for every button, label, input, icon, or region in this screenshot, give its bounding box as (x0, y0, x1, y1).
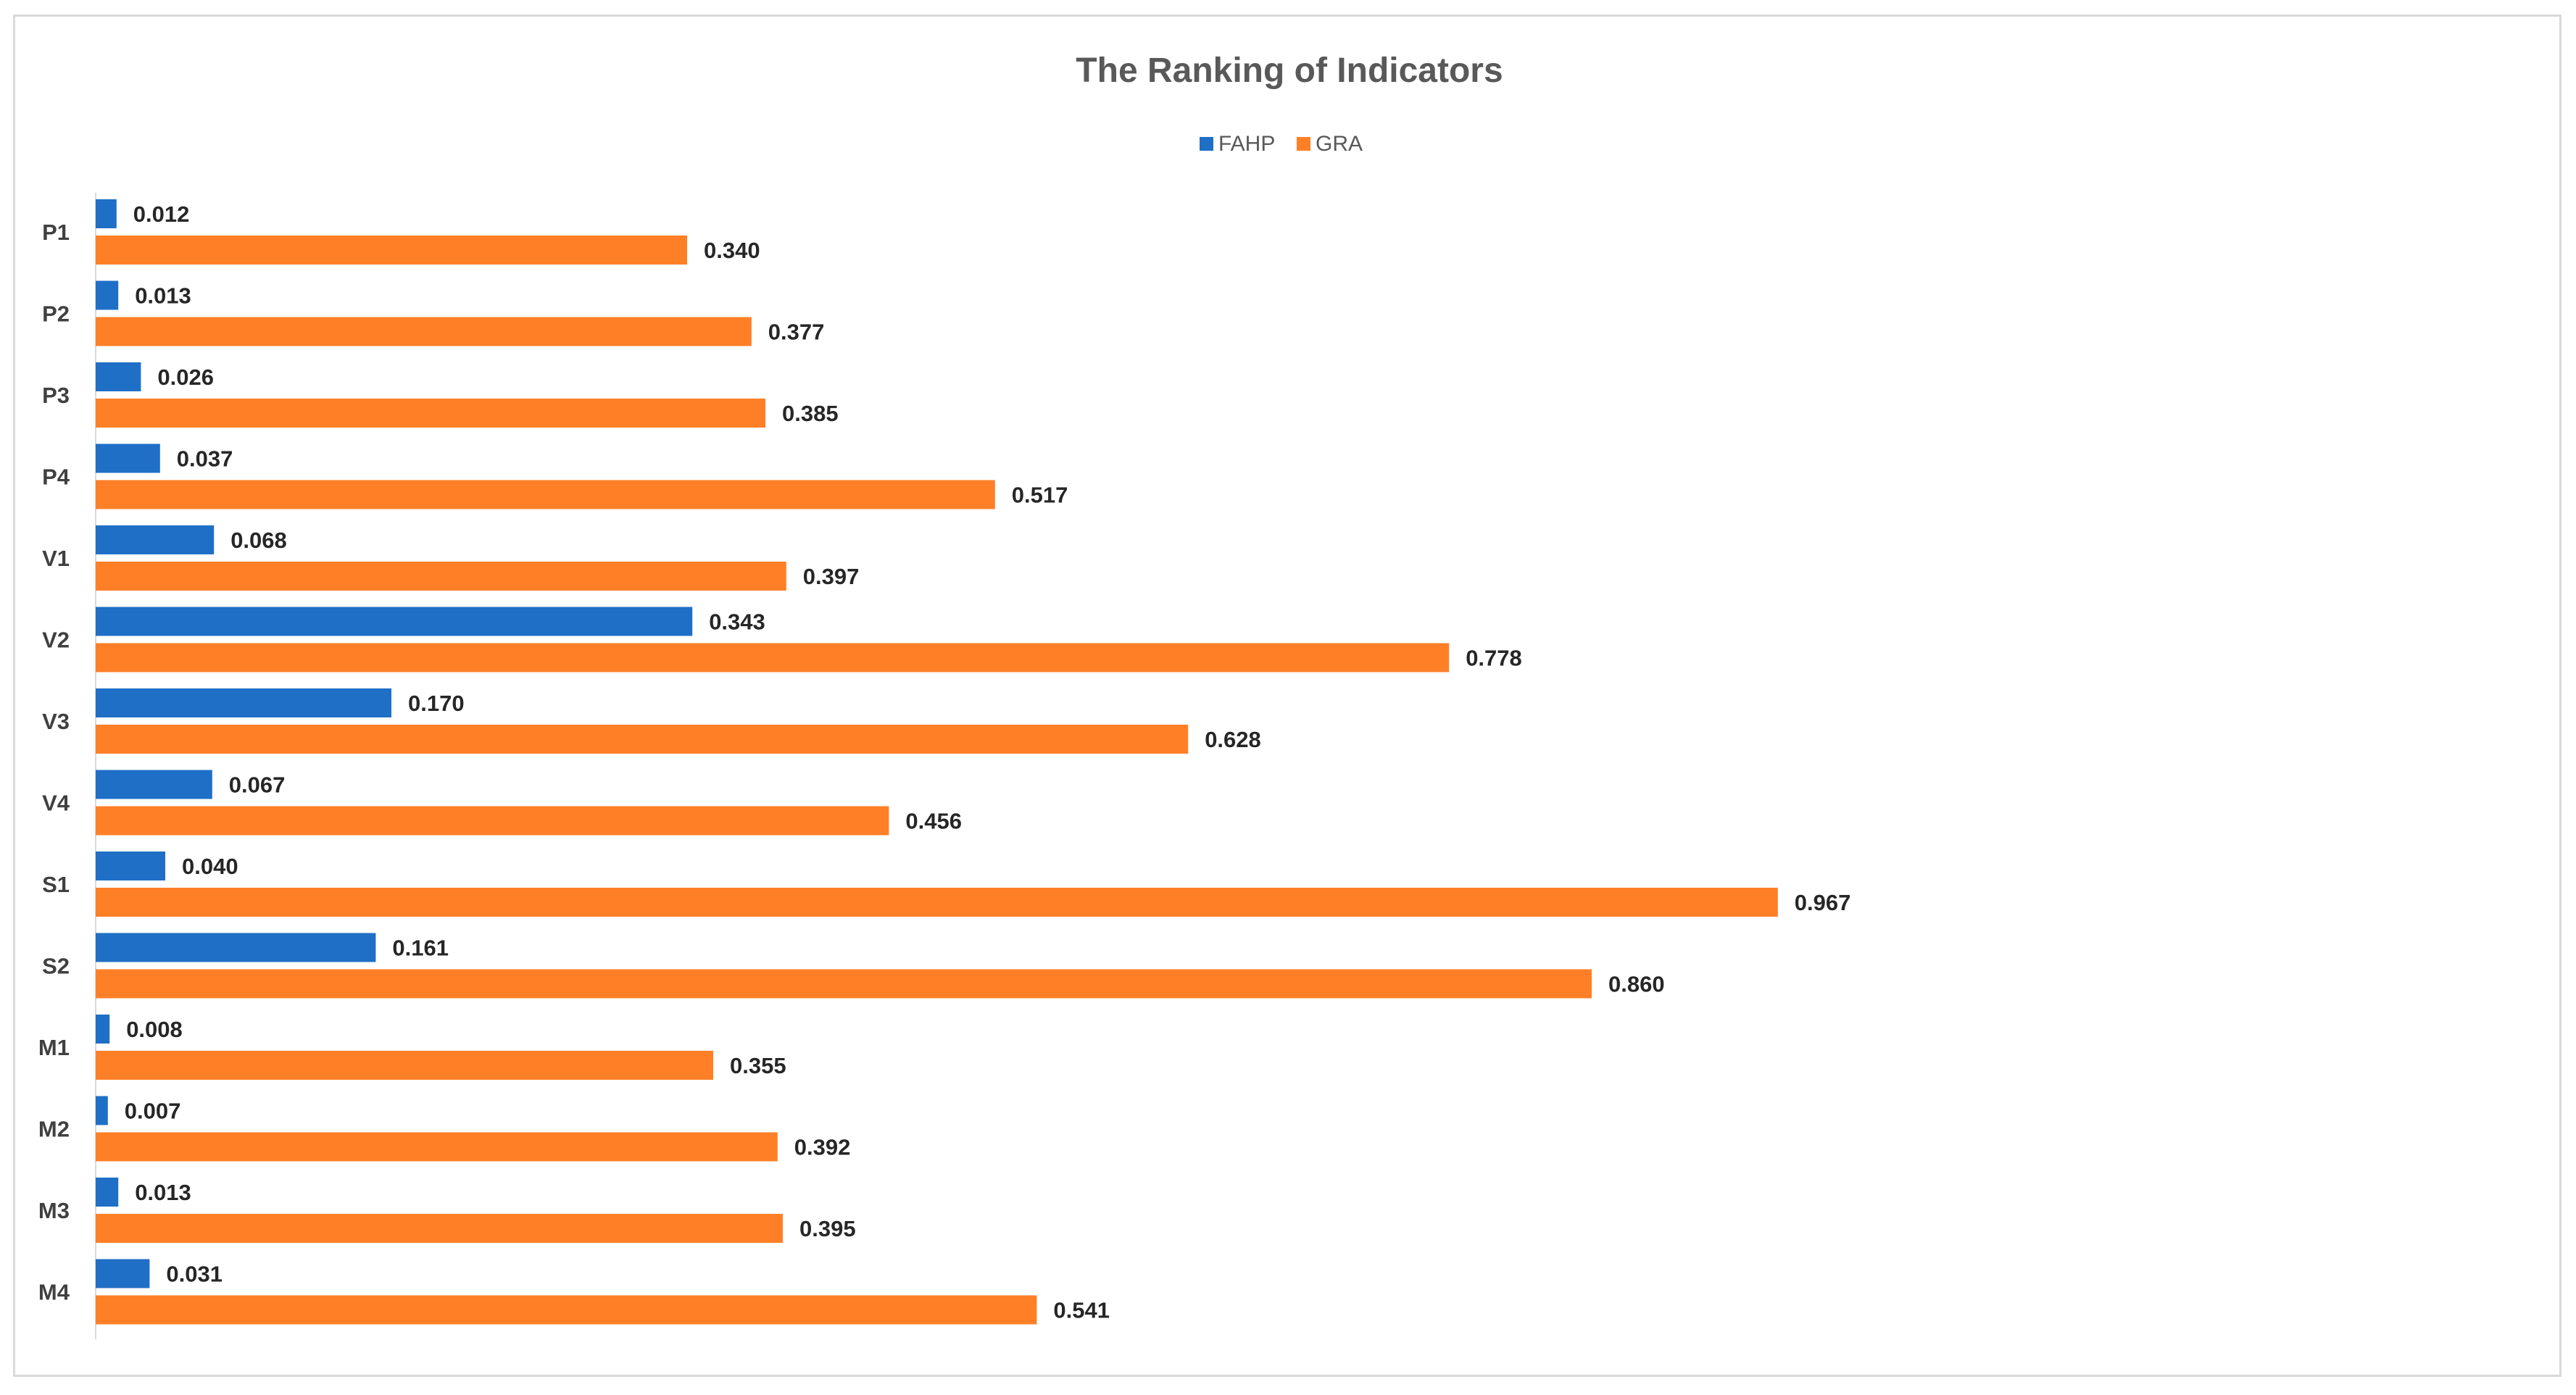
data-label-fahp-s1: 0.040 (182, 854, 238, 879)
data-label-fahp-p2: 0.013 (135, 283, 191, 309)
category-label-v3: V3 (42, 709, 70, 734)
data-label-fahp-p1: 0.012 (133, 201, 190, 227)
legend-label-fahp: FAHP (1218, 132, 1275, 156)
data-label-gra-p2: 0.377 (768, 320, 825, 345)
data-label-fahp-m4: 0.031 (166, 1262, 223, 1287)
bar-fahp-m2 (96, 1096, 108, 1125)
bar-fahp-v2 (96, 607, 693, 636)
bar-fahp-m4 (96, 1259, 150, 1288)
chart-frame: The Ranking of Indicators FAHP GRA P1 0.0… (13, 14, 2562, 1377)
category-label-v2: V2 (42, 628, 70, 653)
data-label-gra-m4: 0.541 (1053, 1298, 1110, 1323)
bar-gra-s1 (96, 888, 1778, 917)
category-label-m3: M3 (38, 1198, 70, 1223)
data-label-gra-m3: 0.395 (799, 1216, 856, 1241)
bar-gra-p4 (96, 480, 995, 509)
category-label-m2: M2 (38, 1117, 70, 1142)
category-label-p4: P4 (42, 465, 70, 490)
category-label-m4: M4 (38, 1280, 70, 1305)
bar-gra-v4 (96, 806, 889, 836)
category-label-p3: P3 (42, 383, 70, 408)
bar-fahp-p2 (96, 280, 119, 310)
bar-fahp-p1 (96, 199, 117, 228)
data-label-gra-p1: 0.340 (704, 238, 760, 263)
data-label-fahp-v2: 0.343 (709, 609, 765, 635)
bar-gra-m2 (96, 1132, 778, 1162)
data-label-gra-v4: 0.456 (905, 809, 962, 834)
data-label-fahp-m2: 0.007 (125, 1099, 181, 1124)
data-label-fahp-p4: 0.037 (177, 446, 233, 472)
bar-fahp-m3 (96, 1178, 119, 1207)
data-label-gra-v1: 0.397 (803, 564, 860, 589)
data-label-fahp-v3: 0.170 (408, 691, 465, 716)
data-label-gra-s2: 0.860 (1608, 972, 1665, 997)
bar-fahp-v1 (96, 525, 215, 554)
bar-gra-v1 (96, 562, 786, 591)
data-label-fahp-m1: 0.008 (126, 1017, 183, 1042)
data-label-gra-v3: 0.628 (1205, 727, 1261, 752)
data-label-gra-p3: 0.385 (782, 401, 839, 426)
legend-swatch-gra (1297, 137, 1310, 151)
plot-area: P1 0.012 0.340 P2 0.013 0.377 P3 0.026 0.385 P4 0.… (38, 199, 1850, 1325)
data-label-gra-m1: 0.355 (730, 1053, 786, 1078)
bar-gra-p2 (96, 317, 752, 346)
category-label-m1: M1 (38, 1035, 70, 1060)
data-label-gra-v2: 0.778 (1466, 646, 1522, 671)
bar-fahp-v4 (96, 770, 212, 799)
bar-gra-m4 (96, 1295, 1037, 1325)
bar-fahp-m1 (96, 1015, 110, 1044)
category-label-s2: S2 (42, 954, 70, 979)
data-label-fahp-v1: 0.068 (230, 528, 287, 553)
data-label-gra-m2: 0.392 (794, 1135, 851, 1160)
data-label-fahp-v4: 0.067 (229, 773, 286, 798)
bar-gra-m3 (96, 1214, 783, 1243)
data-label-fahp-p3: 0.026 (157, 365, 214, 390)
category-label-v4: V4 (42, 791, 70, 816)
data-label-gra-p4: 0.517 (1012, 483, 1068, 508)
bar-gra-p1 (96, 236, 687, 265)
legend-label-gra: GRA (1316, 132, 1363, 156)
chart-title: The Ranking of Indicators (1076, 51, 1503, 90)
category-label-v1: V1 (42, 546, 70, 571)
bar-fahp-s1 (96, 851, 165, 880)
bar-gra-s2 (96, 969, 1592, 999)
category-label-p1: P1 (42, 220, 70, 245)
data-label-fahp-s2: 0.161 (392, 936, 449, 961)
chart-svg: The Ranking of Indicators FAHP GRA P1 0.0… (38, 51, 1850, 1339)
data-label-fahp-m3: 0.013 (135, 1180, 191, 1205)
legend: FAHP GRA (1200, 132, 1363, 156)
bar-fahp-v3 (96, 688, 391, 717)
bar-fahp-p3 (96, 362, 141, 391)
bar-gra-p3 (96, 399, 765, 428)
bar-fahp-p4 (96, 444, 160, 473)
bar-gra-m1 (96, 1051, 713, 1080)
bar-gra-v3 (96, 725, 1189, 754)
bar-gra-v2 (96, 643, 1450, 672)
category-label-p2: P2 (42, 301, 70, 327)
data-label-gra-s1: 0.967 (1795, 890, 1851, 915)
legend-swatch-fahp (1200, 137, 1213, 151)
category-label-s1: S1 (42, 872, 70, 897)
bar-fahp-s2 (96, 933, 376, 962)
